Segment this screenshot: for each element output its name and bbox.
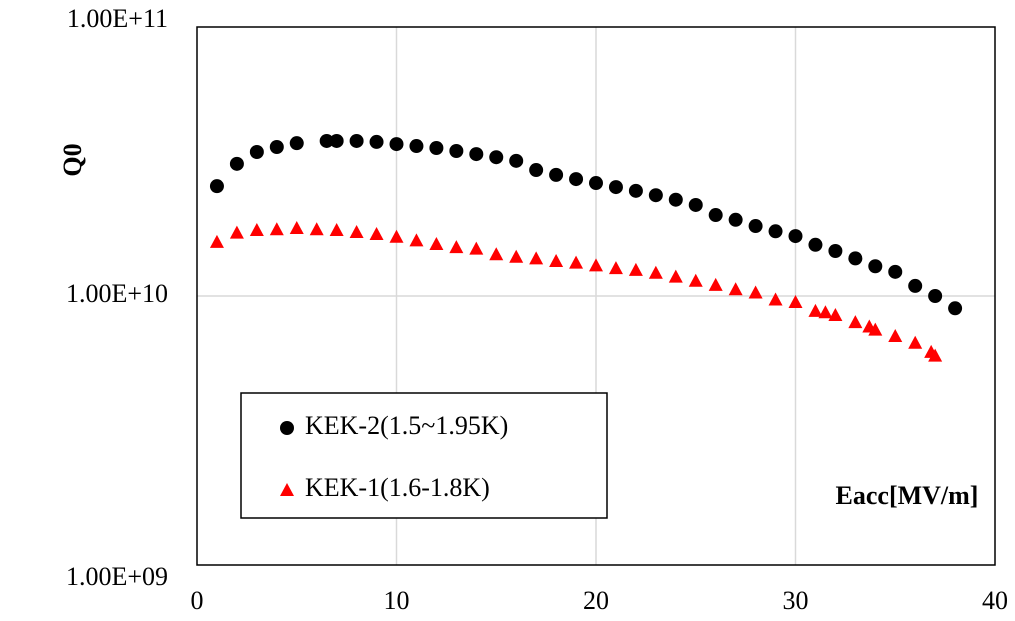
data-point: [748, 219, 763, 234]
data-point: [449, 143, 464, 158]
data-point: [748, 285, 763, 299]
data-point: [349, 224, 364, 238]
data-point: [329, 222, 344, 236]
data-point: [209, 179, 224, 194]
data-point: [668, 269, 683, 283]
data-point: [908, 278, 923, 293]
data-point: [788, 229, 803, 244]
data-point: [688, 197, 703, 212]
data-point: [788, 294, 803, 308]
data-point: [768, 224, 783, 239]
data-point: [269, 140, 284, 155]
y-tick-label: 1.00E+10: [66, 279, 168, 308]
data-point: [549, 167, 564, 182]
data-point: [449, 240, 464, 254]
data-point: [329, 133, 344, 148]
data-point: [549, 253, 564, 267]
data-point: [229, 156, 244, 171]
data-point: [728, 212, 743, 227]
data-point: [708, 277, 723, 291]
legend-label: KEK-2(1.5~1.95K): [305, 411, 508, 440]
data-point: [868, 259, 883, 274]
data-point: [808, 303, 823, 317]
data-point: [808, 237, 823, 252]
data-point: [429, 237, 444, 251]
legend-marker: [280, 483, 294, 496]
data-point: [828, 307, 843, 321]
data-point: [608, 261, 623, 275]
plot-area: [196, 26, 996, 566]
data-point: [768, 292, 783, 306]
y-tick-label: 1.00E+09: [66, 562, 168, 591]
data-point: [319, 133, 334, 148]
data-point: [608, 180, 623, 195]
data-point: [589, 176, 603, 191]
data-point: [648, 188, 663, 203]
data-point: [209, 234, 224, 248]
data-point: [688, 273, 703, 287]
data-point: [668, 192, 683, 207]
x-tick-label: 10: [384, 586, 410, 615]
data-point: [628, 183, 643, 198]
data-point: [529, 163, 544, 178]
data-point: [569, 255, 584, 269]
x-tick-label: 0: [191, 586, 204, 615]
data-point: [409, 139, 424, 154]
x-axis-label: Eacc[MV/m]: [836, 481, 979, 510]
x-tick-label: 20: [583, 586, 609, 615]
data-point: [888, 329, 903, 343]
data-point: [948, 301, 963, 316]
data-point: [589, 258, 603, 272]
data-point: [569, 172, 584, 187]
legend-label: KEK-1(1.6-1.8K): [305, 473, 490, 502]
data-point: [469, 147, 484, 162]
data-point: [818, 305, 833, 319]
data-point: [728, 282, 743, 296]
data-point: [888, 264, 903, 279]
data-point: [848, 315, 863, 329]
data-point: [369, 134, 384, 149]
data-point: [489, 150, 504, 165]
data-point: [708, 208, 723, 223]
data-point: [628, 262, 643, 276]
data-point: [369, 227, 384, 241]
y-tick-label: 1.00E+11: [67, 4, 168, 33]
x-tick-label: 30: [783, 586, 809, 615]
data-point: [489, 247, 504, 261]
data-point: [289, 220, 304, 234]
data-point: [529, 251, 544, 265]
data-point: [289, 136, 304, 151]
data-point: [868, 322, 883, 336]
data-point: [848, 251, 863, 266]
data-point: [229, 225, 244, 239]
legend-marker: [280, 421, 294, 435]
data-point: [509, 153, 524, 168]
data-point: [928, 348, 943, 362]
x-tick-label: 40: [982, 586, 1008, 615]
data-point: [908, 335, 923, 349]
data-point: [409, 233, 424, 247]
legend: [240, 392, 608, 519]
data-point: [389, 229, 404, 243]
data-point: [828, 243, 843, 258]
data-point: [309, 222, 324, 236]
data-point: [509, 249, 524, 263]
data-point: [249, 222, 264, 236]
data-point: [349, 133, 364, 148]
data-point: [389, 137, 404, 152]
y-axis-label: Q0: [58, 143, 87, 176]
data-point: [269, 222, 284, 236]
data-point: [928, 289, 943, 303]
data-point: [429, 140, 444, 155]
data-point: [469, 241, 484, 255]
data-point: [648, 265, 663, 279]
data-point: [249, 145, 264, 160]
